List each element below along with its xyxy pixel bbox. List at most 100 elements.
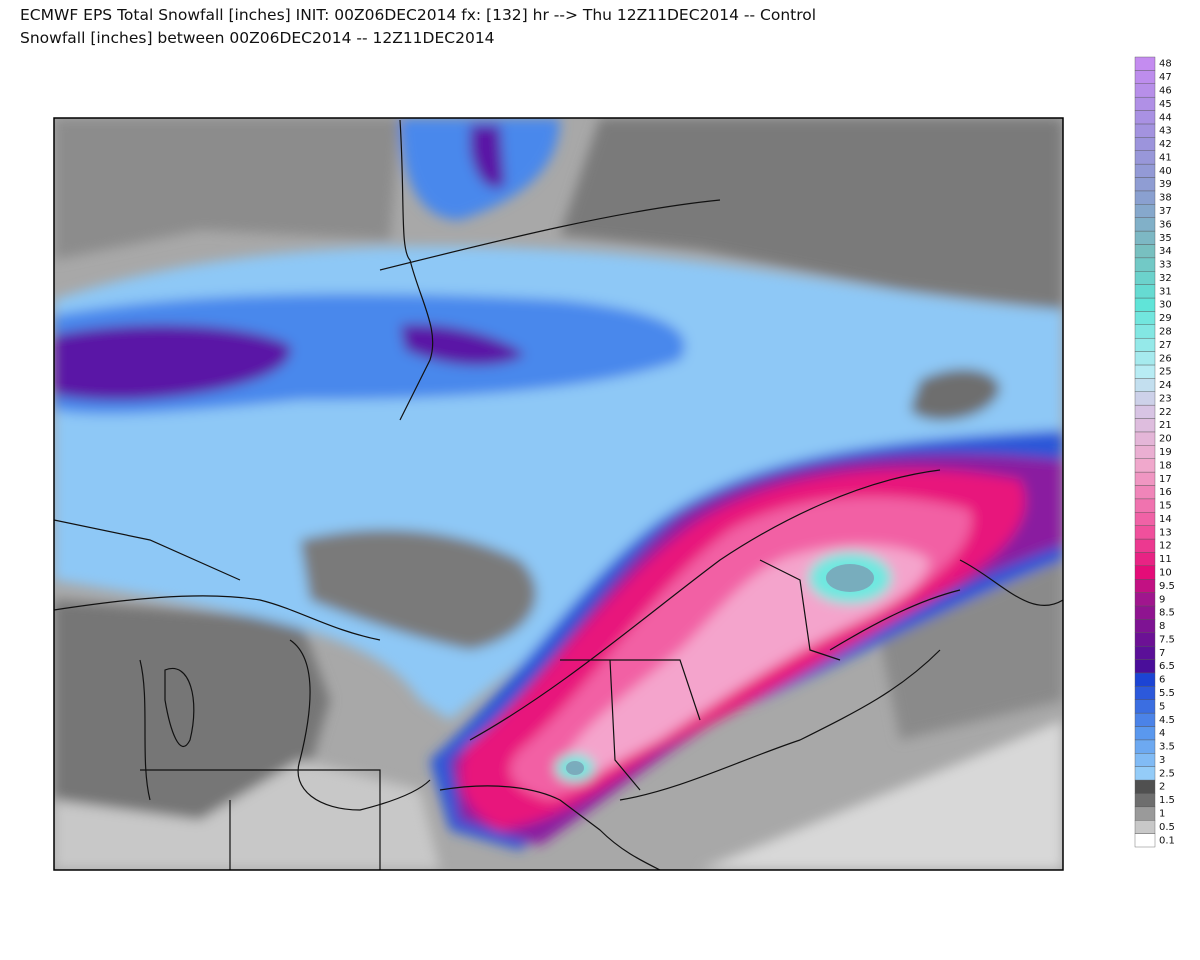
legend-swatch	[1134, 632, 1156, 647]
legend-label: 24	[1159, 380, 1172, 391]
legend-label: 1	[1159, 809, 1165, 820]
legend-swatch	[1134, 712, 1156, 727]
legend-swatch	[1134, 123, 1156, 138]
legend-swatch	[1134, 686, 1156, 700]
legend-label: 47	[1159, 72, 1172, 83]
legend-label: 11	[1159, 554, 1172, 565]
legend-label: 9.5	[1159, 581, 1175, 592]
legend-swatch	[1134, 512, 1156, 526]
legend-swatch	[1134, 244, 1156, 259]
legend-label: 14	[1159, 514, 1172, 525]
legend-swatch	[1134, 271, 1156, 285]
legend-swatch	[1134, 672, 1156, 687]
legend-swatch	[1134, 739, 1156, 754]
legend-swatch	[1134, 324, 1156, 339]
legend-label: 34	[1159, 246, 1172, 257]
legend-swatch	[1134, 163, 1156, 178]
legend-label: 28	[1159, 326, 1172, 337]
legend-swatch	[1134, 177, 1156, 192]
legend-swatch	[1134, 297, 1156, 312]
legend-swatch	[1134, 820, 1156, 834]
legend-label: 5	[1159, 701, 1165, 712]
legend-swatch	[1134, 431, 1156, 446]
legend-label: 25	[1159, 367, 1172, 378]
legend-swatch	[1134, 793, 1156, 808]
legend-label: 40	[1159, 166, 1172, 177]
legend: 0.1 0.5 1 1.5 2 2.5 3 3.5 4 4.5 5 5.5 6 6.5 7 7.5 8 8.5 9 9…	[1134, 56, 1175, 848]
legend-label: 22	[1159, 407, 1172, 418]
legend-label: 12	[1159, 541, 1172, 552]
legend-swatch	[1134, 378, 1156, 392]
legend-swatch	[1134, 779, 1156, 794]
legend-swatch	[1134, 605, 1156, 620]
legend-swatch	[1134, 471, 1156, 486]
legend-swatch	[1134, 404, 1156, 419]
legend-label: 2	[1159, 782, 1165, 793]
legend-swatch	[1134, 150, 1156, 165]
legend-swatch	[1134, 217, 1156, 232]
legend-swatch	[1134, 766, 1156, 781]
legend-label: 31	[1159, 286, 1172, 297]
legend-label: 8.5	[1159, 608, 1175, 619]
legend-swatch	[1134, 445, 1156, 459]
legend-label: 3	[1159, 755, 1165, 766]
map-fields	[54, 118, 1063, 870]
legend-label: 6	[1159, 675, 1165, 686]
legend-swatch	[1134, 753, 1156, 767]
legend-label: 10	[1159, 568, 1172, 579]
legend-swatch	[1134, 579, 1156, 593]
legend-swatch	[1134, 592, 1156, 607]
legend-swatch	[1134, 391, 1156, 406]
legend-swatch	[1134, 458, 1156, 473]
legend-swatch	[1134, 485, 1156, 500]
legend-label: 1.5	[1159, 795, 1175, 806]
legend-swatch	[1134, 498, 1156, 513]
legend-swatch	[1134, 418, 1156, 433]
legend-label: 42	[1159, 139, 1172, 150]
legend-label: 20	[1159, 434, 1172, 445]
legend-swatch	[1134, 70, 1156, 84]
map-frame	[53, 117, 1064, 871]
legend-label: 16	[1159, 487, 1172, 498]
legend-swatch	[1134, 137, 1156, 151]
legend-swatch	[1134, 833, 1156, 848]
legend-label: 37	[1159, 206, 1172, 217]
legend-swatch	[1134, 726, 1156, 741]
legend-label: 3.5	[1159, 742, 1175, 753]
legend-swatch	[1134, 565, 1156, 580]
legend-swatch	[1134, 525, 1156, 540]
legend-label: 26	[1159, 353, 1172, 364]
legend-swatch	[1134, 619, 1156, 633]
legend-swatch	[1134, 337, 1156, 352]
title-line: ECMWF EPS Total Snowfall [inches] INIT: …	[20, 6, 817, 24]
legend-label: 43	[1159, 126, 1172, 137]
legend-swatch	[1134, 83, 1156, 98]
legend-label: 4.5	[1159, 715, 1175, 726]
legend-swatch	[1134, 699, 1156, 714]
legend-label: 17	[1159, 474, 1172, 485]
legend-swatch	[1134, 538, 1156, 553]
legend-swatch	[1134, 257, 1156, 272]
legend-label: 7	[1159, 648, 1165, 659]
legend-swatch	[1134, 552, 1156, 567]
legend-label: 2.5	[1159, 768, 1175, 779]
legend-swatch	[1134, 204, 1156, 218]
legend-swatch	[1134, 190, 1156, 205]
title-line: Snowfall [inches] between 00Z06DEC2014 -…	[20, 29, 495, 47]
legend-label: 33	[1159, 260, 1172, 271]
legend-label: 0.5	[1159, 822, 1175, 833]
legend-label: 35	[1159, 233, 1172, 244]
legend-label: 29	[1159, 313, 1172, 324]
legend-label: 41	[1159, 152, 1172, 163]
legend-label: 5.5	[1159, 688, 1175, 699]
legend-label: 21	[1159, 420, 1172, 431]
legend-swatch	[1134, 364, 1156, 379]
legend-swatch	[1134, 56, 1156, 71]
legend-label: 0.1	[1159, 835, 1175, 846]
legend-label: 27	[1159, 340, 1172, 351]
legend-swatch	[1134, 230, 1156, 245]
legend-label: 7.5	[1159, 634, 1175, 645]
legend-label: 39	[1159, 179, 1172, 190]
legend-label: 36	[1159, 219, 1172, 230]
legend-swatch	[1134, 311, 1156, 325]
